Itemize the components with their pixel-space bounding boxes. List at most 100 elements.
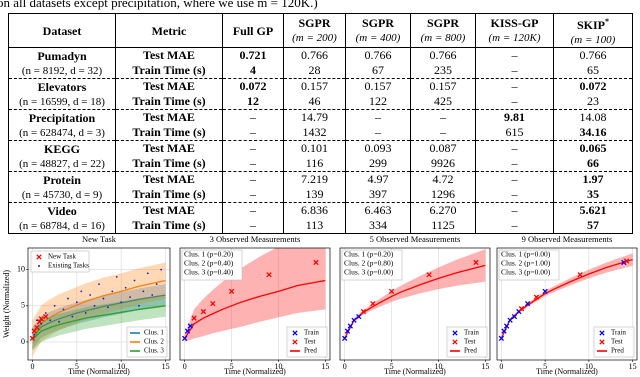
annotation: Clus. 3 (p=0.40): [184, 268, 234, 277]
column-header: SGPR (m = 800): [410, 13, 476, 48]
plot-area: [342, 249, 486, 341]
dataset-cell: Protein (n = 45730, d = 9): [8, 171, 116, 203]
column-sub: (m = 400): [355, 32, 401, 44]
annotation: Clus. 3 (p=0.00): [501, 268, 551, 277]
value-cell: 57: [553, 218, 633, 234]
dataset-name: KEGG: [43, 141, 80, 156]
value-cell: –: [475, 171, 554, 187]
point: [44, 312, 47, 314]
marker-x: [533, 294, 540, 300]
point: [89, 294, 92, 296]
point: [84, 312, 87, 314]
marker-x: [292, 339, 298, 345]
marker-x: [501, 328, 507, 334]
marker-x: [621, 259, 627, 266]
y-tick-label: 0: [21, 337, 25, 346]
value-cell: 9926: [410, 156, 476, 172]
point: [62, 308, 65, 311]
series-line: [500, 258, 633, 339]
series-line: [31, 279, 166, 339]
column-header: Metric: [115, 13, 223, 48]
x-tick-label: 10: [585, 362, 593, 371]
chart-title: New Task: [82, 234, 117, 244]
annotation-box: [498, 249, 560, 281]
point: [67, 297, 69, 300]
marker-x: [29, 335, 36, 341]
plot-frame: [496, 247, 638, 361]
x-tick-label: 15: [481, 362, 489, 371]
point: [35, 319, 38, 322]
column-header: SGPR (m = 400): [345, 13, 411, 48]
marker-x: [43, 313, 49, 320]
column-mark: *: [605, 16, 609, 26]
dataset-info: (n = 45730, d = 9): [21, 188, 103, 201]
value-cell: 122: [345, 94, 411, 110]
header-row: Dataset Metric Full GP SGPR (m = 200) SGPR (m …: [8, 13, 633, 48]
value-cell: –: [222, 125, 284, 141]
legend-label: Pred: [304, 347, 317, 355]
value-cell: 0.065: [553, 140, 633, 156]
dataset-info: (n = 48827, d = 22): [19, 157, 105, 170]
value-cell: 1296: [410, 187, 476, 203]
column-header: SKIP* (m = 100): [553, 13, 633, 48]
series-line: [31, 305, 166, 341]
marker-x: [426, 272, 432, 278]
value-cell: –: [410, 125, 476, 141]
legend-label: Clus. 1: [144, 329, 164, 337]
marker-x: [36, 254, 42, 260]
value-cell: 0.101: [283, 140, 346, 156]
point: [120, 301, 123, 304]
marker-x: [266, 272, 272, 278]
value-cell: 0.766: [345, 47, 411, 63]
dataset-cell: KEGG (n = 48827, d = 22): [8, 140, 116, 172]
legend-box: [30, 250, 90, 273]
legend-label: Existing Tasks: [48, 262, 89, 270]
metric-cell: Test MAE: [115, 109, 223, 125]
column-name: Metric: [151, 23, 187, 38]
x-tick-label: 0: [183, 362, 187, 371]
point: [80, 290, 83, 293]
x-tick-label: 5: [75, 362, 79, 371]
legend-label: Clus. 2: [144, 338, 164, 346]
metric-cell: Test MAE: [115, 171, 223, 187]
x-tick-label: 10: [274, 362, 282, 371]
value-cell: 397: [345, 187, 411, 203]
plot-area: [498, 253, 633, 341]
value-cell: 46: [283, 94, 346, 110]
x-tick-label: 5: [390, 362, 394, 371]
x-tick-label: 10: [434, 362, 442, 371]
value-cell: –: [222, 202, 284, 218]
marker-x: [347, 323, 353, 329]
column-header: SGPR (m = 200): [283, 13, 346, 48]
marker-x: [577, 272, 583, 278]
value-cell: 0.072: [222, 78, 284, 94]
value-cell: 116: [283, 156, 346, 172]
x-axis-label: Time (Normalized): [224, 367, 286, 376]
value-cell: 0.157: [283, 78, 346, 94]
x-axis-label: Time (Normalized): [384, 367, 446, 376]
x-tick-label: 15: [629, 362, 637, 371]
value-cell: 34.16: [553, 125, 633, 141]
point: [111, 290, 114, 293]
value-cell: –: [475, 94, 554, 110]
table-row: Pumadyn (n = 8192, d = 32) Test MAE 0.721 0.…: [8, 47, 633, 79]
value-cell: 0.157: [410, 78, 476, 94]
marker-x: [184, 328, 191, 334]
annotation: Clus. 1 (p=0.00): [501, 250, 551, 259]
metric-cell: Test MAE: [115, 47, 223, 63]
marker-x: [228, 288, 235, 295]
value-cell: –: [475, 202, 554, 218]
value-cell: –: [345, 125, 411, 141]
dataset-info: (n = 628474, d = 3): [19, 126, 105, 139]
x-tick-label: 15: [162, 362, 170, 371]
dataset-name: Protein: [43, 172, 81, 187]
value-cell: –: [475, 47, 554, 63]
column-name: KISS-GP: [490, 16, 539, 30]
dataset-name: Precipitation: [28, 110, 96, 125]
marker-x: [370, 300, 376, 307]
column-name: SGPR: [426, 16, 459, 30]
marker-x: [524, 300, 531, 307]
value-cell: 425: [410, 94, 476, 110]
legend-label: Test: [464, 338, 476, 346]
